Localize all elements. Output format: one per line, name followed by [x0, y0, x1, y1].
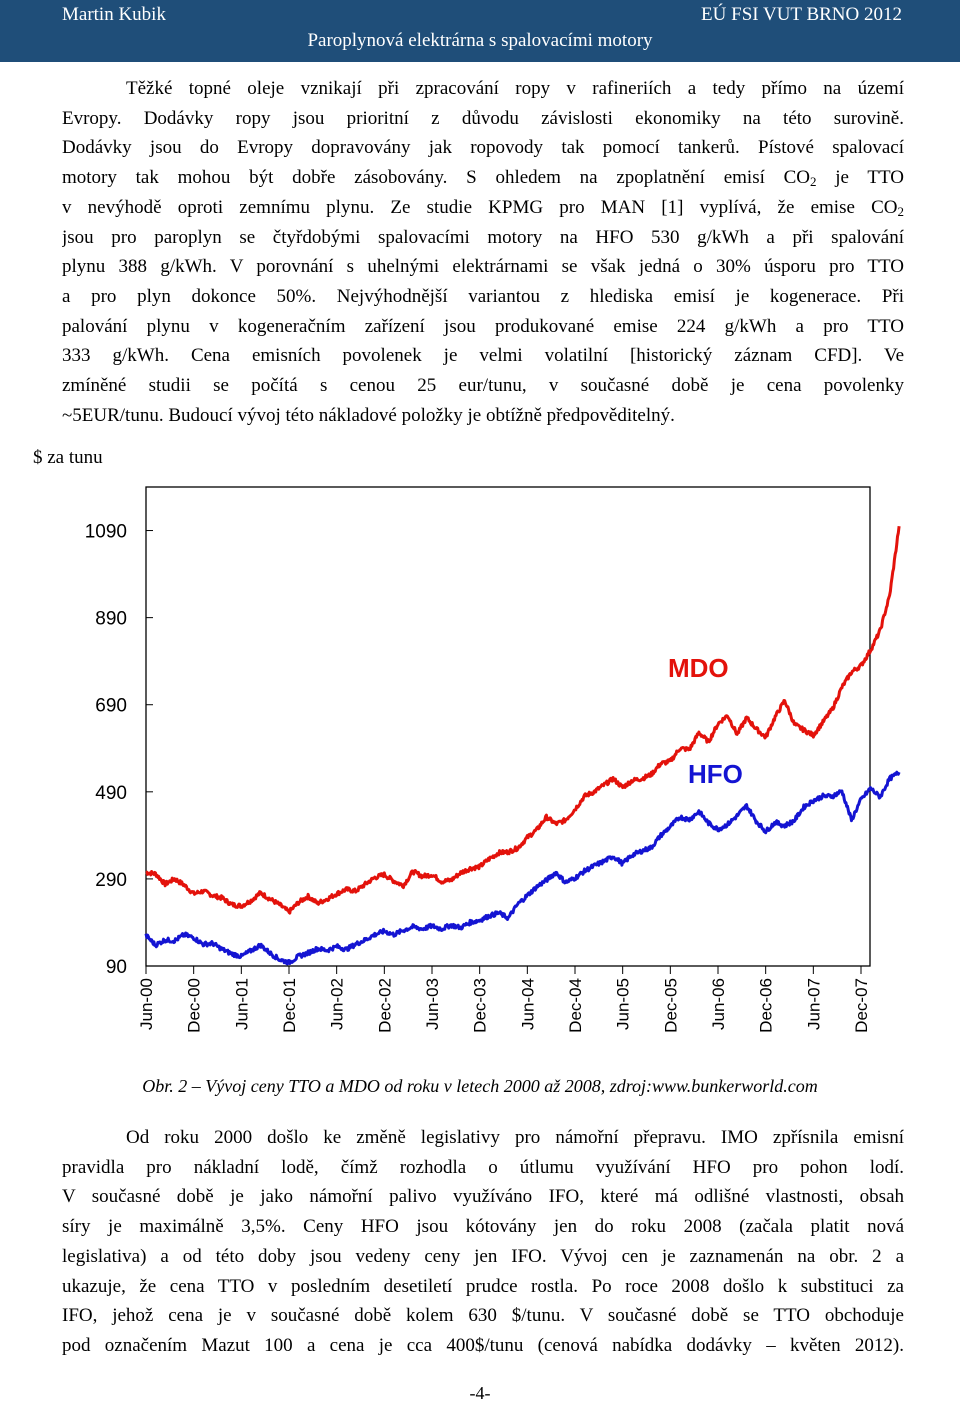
- text-line: ukazuje, že cena TTO v posledním desetil…: [62, 1275, 904, 1297]
- x-tick-label: Jun-05: [614, 978, 633, 1030]
- text-line: a pro plyn dokonce 50%. Nejvýhodnější va…: [62, 285, 904, 307]
- y-tick-label: 690: [95, 696, 127, 717]
- text-line: síry je maximálně 3,5%. Ceny HFO jsou kó…: [62, 1216, 904, 1238]
- y-tick-label: 90: [106, 957, 127, 978]
- price-chart-svg: 1090 890 690 490 290 90 Jun-00 Dec-00 Jun-01 Dec-…: [85, 486, 901, 1033]
- text-line: zmíněné studii se počítá s cenou 25 eur/…: [62, 375, 904, 397]
- paragraph-legislation: Od roku 2000 došlo ke změně legislativy …: [62, 1123, 904, 1361]
- x-tick-label: Jun-01: [232, 978, 251, 1030]
- x-tick-label: Jun-06: [709, 978, 728, 1030]
- text-line: IFO, jehož cena je v současné době kolem…: [62, 1305, 904, 1327]
- co2-subscript: 2: [897, 203, 905, 219]
- x-tick-label: Dec-03: [471, 978, 490, 1033]
- header-author: Martin Kubik: [62, 4, 166, 25]
- text-line: Od roku 2000 došlo ke změně legislativy …: [126, 1127, 904, 1148]
- text-line: pravidla pro nákladní lodě, čímž rozhodl…: [62, 1156, 904, 1178]
- header-organization: EÚ FSI VUT BRNO 2012: [701, 4, 902, 25]
- text-line: Těžké topné oleje vznikají při zpracován…: [126, 78, 904, 99]
- text-line: legislativa) a od této doby jsou vedeny …: [62, 1245, 904, 1267]
- x-tick-label: Jun-07: [804, 978, 823, 1030]
- series-label-hfo: HFO: [688, 759, 743, 789]
- figure-caption: Obr. 2 – Vývoj ceny TTO a MDO od roku v …: [142, 1076, 818, 1096]
- text-line: jsou pro paroplyn se čtyřdobými spalovac…: [62, 226, 904, 248]
- series-label-mdo: MDO: [668, 653, 729, 683]
- x-tick-label: Dec-04: [566, 978, 585, 1033]
- x-tick-label: Dec-02: [375, 978, 394, 1033]
- x-tick-label: Jun-04: [518, 978, 537, 1030]
- header-title: Paroplynová elektrárna s spalovacími mot…: [307, 30, 653, 51]
- text-line: Dodávky jsou do Evropy dopravovány jak r…: [62, 137, 904, 159]
- x-tick-label: Dec-00: [185, 978, 204, 1033]
- y-tick-label: 290: [95, 870, 127, 891]
- plot-frame: [145, 486, 871, 967]
- text-line: ~5EUR/tunu. Budoucí vývoj této nákladové…: [62, 404, 675, 426]
- text-line: Evropy. Dodávky ropy jsou prioritní z dů…: [62, 107, 904, 129]
- chart-y-axis-label: $ za tunu: [33, 447, 103, 468]
- text-line-co2: v nevýhodě oproti zemnímu plynu. Ze stud…: [62, 193, 904, 223]
- text-line: 333 g/kWh. Cena emisních povolenek je ve…: [62, 345, 904, 367]
- text-line: V současné době je jako námořní palivo v…: [62, 1186, 904, 1208]
- text-segment: v nevýhodě oproti zemnímu plynu. Ze stud…: [62, 196, 898, 218]
- x-tick-label: Jun-02: [328, 978, 347, 1030]
- text-line: pod označením Mazut 100 a cena je cca 40…: [62, 1334, 904, 1356]
- x-tick-label: Jun-03: [423, 978, 442, 1030]
- page-header: Martin Kubik EÚ FSI VUT BRNO 2012 Paropl…: [0, 0, 960, 62]
- text-line: palování plynu v kogeneračním zařízení j…: [62, 315, 904, 337]
- text-line-co2: motory tak mohou být dobře zásobovány. S…: [62, 163, 904, 193]
- series-line-mdo: [145, 526, 901, 915]
- series-line-hfo: [144, 770, 901, 966]
- y-tick-label: 1090: [85, 522, 127, 543]
- text-segment: je TTO: [816, 167, 904, 189]
- text-segment: motory tak mohou být dobře zásobovány. S…: [62, 167, 811, 189]
- x-tick-label: Dec-06: [757, 978, 776, 1033]
- x-tick-label: Dec-05: [661, 978, 680, 1033]
- co2-subscript: 2: [810, 174, 817, 190]
- text-line: plynu 388 g/kWh. V porovnání s uhelnými …: [62, 256, 904, 278]
- x-tick-label: Dec-01: [280, 978, 299, 1033]
- x-tick-label: Jun-00: [137, 978, 156, 1030]
- y-tick-label: 890: [95, 609, 127, 630]
- paragraph-emissions: Těžké topné oleje vznikají při zpracován…: [62, 74, 904, 430]
- price-chart: 1090 890 690 490 290 90 Jun-00 Dec-00 Jun-01 Dec-…: [0, 460, 960, 1050]
- y-tick-label: 490: [95, 783, 127, 804]
- page-number: -4-: [469, 1383, 491, 1403]
- x-tick-label: Dec-07: [852, 978, 871, 1033]
